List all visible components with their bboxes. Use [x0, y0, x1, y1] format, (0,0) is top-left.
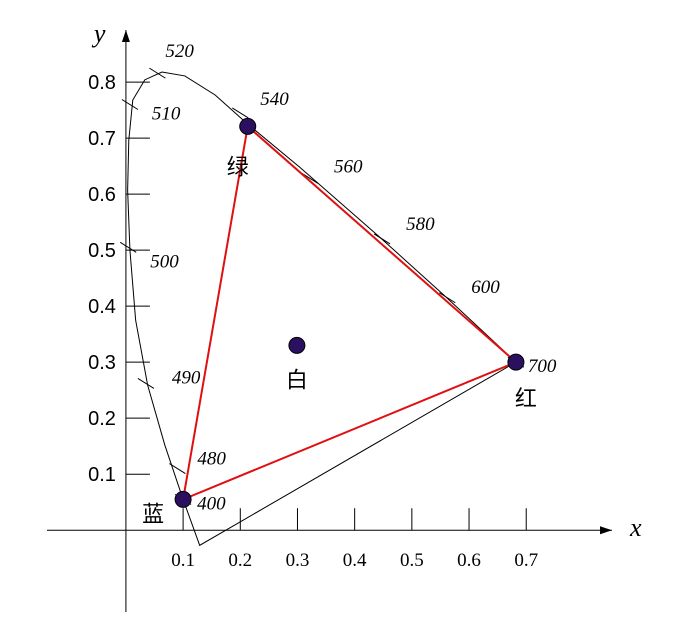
wavelength-label: 490 [172, 367, 201, 388]
wavelength-label: 700 [528, 356, 557, 377]
y-axis-title: y [91, 19, 106, 48]
wavelength-label: 540 [260, 89, 289, 110]
x-tick-label: 0.4 [343, 550, 367, 571]
wavelength-tick [121, 99, 139, 110]
wavelength-label: 500 [150, 251, 179, 272]
x-tick-label: 0.5 [400, 550, 424, 571]
wavelength-tick [149, 67, 166, 79]
point [288, 336, 306, 354]
point-label: 红 [515, 387, 537, 412]
y-tick-label: 0.3 [88, 352, 116, 374]
wavelength-tick [301, 173, 319, 184]
wavelength-label: 580 [406, 214, 435, 235]
wavelength-label: 520 [165, 41, 194, 62]
y-tick-label: 0.5 [88, 240, 116, 262]
point [507, 353, 525, 371]
point-label: 白 [286, 368, 308, 393]
wavelength-tick [439, 292, 456, 304]
wavelength-label: 480 [197, 449, 226, 470]
y-arrow [121, 30, 130, 42]
wavelength-tick [137, 378, 155, 389]
point [174, 490, 192, 508]
x-tick-label: 0.6 [457, 550, 481, 571]
y-tick-label: 0.6 [88, 184, 116, 206]
wavelength-label: 600 [471, 277, 500, 298]
x-arrow [600, 526, 612, 535]
wavelength-tick [169, 463, 186, 475]
wavelength-label: 510 [152, 104, 181, 125]
x-tick-label: 0.2 [228, 550, 252, 571]
x-tick-label: 0.7 [514, 550, 538, 571]
gamut-triangle [181, 124, 518, 502]
y-tick-label: 0.2 [88, 408, 116, 430]
x-axis-title: x [629, 513, 642, 542]
point-label: 蓝 [142, 502, 164, 527]
point-label: 绿 [227, 155, 249, 180]
wavelength-label: 560 [334, 156, 363, 177]
x-tick-label: 0.3 [286, 550, 310, 571]
y-tick-label: 0.4 [88, 296, 116, 318]
y-tick-label: 0.7 [88, 128, 116, 150]
y-tick-label: 0.8 [88, 72, 116, 94]
point [239, 117, 257, 135]
wavelength-tick [373, 233, 391, 245]
wavelength-label: 400 [197, 493, 226, 514]
y-tick-label: 0.1 [88, 464, 116, 486]
wavelength-tick [232, 107, 249, 119]
x-tick-label: 0.1 [171, 550, 195, 571]
spectral-locus [127, 71, 517, 547]
wavelength-tick [119, 241, 137, 253]
